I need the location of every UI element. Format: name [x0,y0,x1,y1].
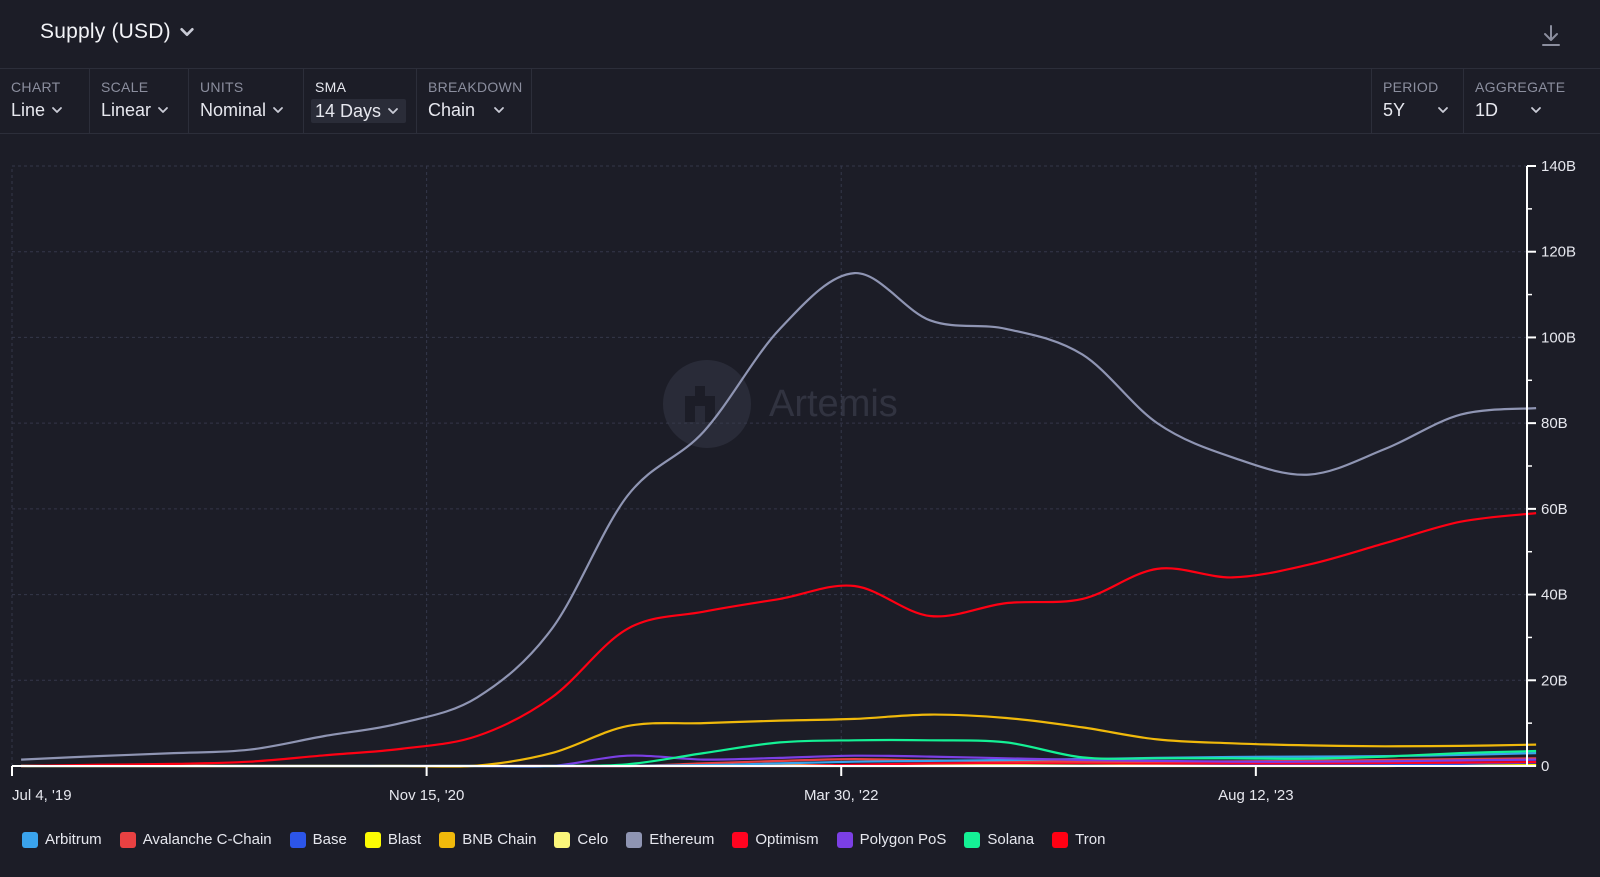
breakdown-value: Chain [428,100,476,120]
x-tick-label: Mar 30, '22 [804,787,879,804]
legend-label: BNB Chain [462,831,537,848]
legend-item-avalanche-c-chain[interactable]: Avalanche C-Chain [119,831,272,848]
y-tick-label: 100B [1541,329,1576,346]
y-tick-label: 120B [1541,244,1576,261]
sma-label: SMA [315,79,347,95]
chevron-down-icon [158,107,168,113]
chevron-down-icon [180,28,194,36]
supply-line-chart[interactable]: Artemis 0 20B 40B 60B 80B 100B 120B 140B Jul 4, … [0,140,1600,820]
legend-label: Polygon PoS [859,831,947,848]
chevron-down-icon [388,108,398,114]
aggregate-value: 1D [1475,100,1499,120]
period-label: PERIOD [1383,79,1439,95]
legend-item-bnb-chain[interactable]: BNB Chain [439,831,536,848]
metric-selector[interactable]: Supply (USD) [40,20,195,44]
watermark-text: Artemis [769,383,898,425]
plot-area-border [11,165,1528,767]
y-tick-label: 60B [1541,501,1568,518]
chevron-down-icon [494,107,504,113]
legend-item-polygon-pos[interactable]: Polygon PoS [836,831,947,848]
breakdown-label: BREAKDOWN [428,79,523,95]
scale-value: Linear [101,100,152,120]
chart-grid [11,165,1528,767]
legend-item-celo[interactable]: Celo [554,831,608,848]
units-value: Nominal [200,100,267,120]
y-tick-label: 140B [1541,158,1576,175]
legend-swatch [439,831,456,848]
legend-label: Arbitrum [45,831,102,848]
scale-dropdown[interactable]: SCALE Linear [90,69,189,133]
legend-swatch [732,831,749,848]
legend-swatch [836,831,853,848]
series-line-ethereum [21,271,1537,761]
legend-label: Base [312,831,347,848]
legend-item-ethereum[interactable]: Ethereum [626,831,714,848]
x-tick-label: Nov 15, '20 [389,787,464,804]
chevron-down-icon [52,107,62,113]
chevron-down-icon [1531,107,1541,113]
legend-swatch [1052,831,1069,848]
legend-swatch [626,831,643,848]
units-dropdown[interactable]: UNITS Nominal [189,69,304,133]
chevron-down-icon [273,107,283,113]
artemis-logo [663,360,751,448]
legend-swatch [364,831,381,848]
legend-item-solana[interactable]: Solana [964,831,1034,848]
legend-label: Ethereum [649,831,715,848]
scale-label: SCALE [101,79,149,95]
chart-legend: Arbitrum Avalanche C-Chain Base Blast BNB Ch… [22,831,1123,848]
legend-item-arbitrum[interactable]: Arbitrum [22,831,102,848]
units-label: UNITS [200,79,244,95]
legend-label: Optimism [755,831,819,848]
aggregate-dropdown[interactable]: AGGREGATE 1D [1464,69,1600,133]
y-tick-label: 0 [1541,758,1549,775]
legend-swatch [289,831,306,848]
legend-swatch [119,831,136,848]
download-icon[interactable] [1540,23,1562,49]
legend-swatch [22,831,38,848]
legend-item-blast[interactable]: Blast [364,831,422,848]
legend-label: Solana [987,831,1035,848]
series-line-tron [21,512,1537,768]
series-lines [21,271,1537,768]
period-value: 5Y [1383,100,1406,120]
y-tick-label: 40B [1541,587,1568,604]
chart-title: Supply (USD) [40,20,171,43]
legend-label: Celo [577,831,609,848]
y-tick-label: 20B [1541,672,1568,689]
sma-dropdown[interactable]: SMA 14 Days [304,69,417,133]
y-tick-label: 80B [1541,415,1568,432]
chart-type-value: Line [11,100,46,120]
chevron-down-icon [1438,107,1448,113]
legend-label: Avalanche C-Chain [142,831,272,848]
breakdown-dropdown[interactable]: BREAKDOWN Chain [417,69,532,133]
chart-axes: 0 20B 40B 60B 80B 100B 120B 140B Jul 4, '19 Nov 1… [11,158,1576,804]
sma-value: 14 Days [315,101,382,121]
period-dropdown[interactable]: PERIOD 5Y [1371,69,1464,133]
x-tick-label: Aug 12, '23 [1218,787,1293,804]
artemis-logo-mark [685,386,715,422]
chart-toolbar: CHART Line SCALE Linear UNITS Nominal SM… [0,69,1600,134]
legend-swatch [554,831,571,848]
legend-item-tron[interactable]: Tron [1052,831,1105,848]
artemis-watermark: Artemis [663,360,898,448]
chart-header: Supply (USD) [0,0,1600,69]
legend-item-optimism[interactable]: Optimism [732,831,819,848]
chart-type-dropdown[interactable]: CHART Line [0,69,90,133]
legend-swatch [964,831,981,848]
aggregate-label: AGGREGATE [1475,79,1566,95]
legend-label: Tron [1075,831,1106,848]
legend-item-base[interactable]: Base [289,831,347,848]
chart-type-label: CHART [11,79,61,95]
legend-label: Blast [387,831,422,848]
x-tick-label: Jul 4, '19 [12,787,72,804]
